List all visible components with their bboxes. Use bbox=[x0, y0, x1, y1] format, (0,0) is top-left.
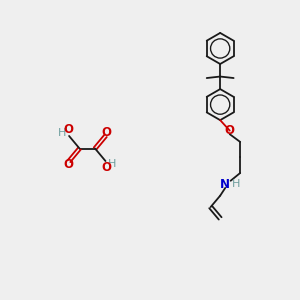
Text: O: O bbox=[101, 160, 111, 173]
Text: H: H bbox=[108, 159, 116, 169]
Text: N: N bbox=[220, 178, 230, 191]
Text: O: O bbox=[64, 158, 74, 171]
Text: O: O bbox=[64, 124, 74, 136]
Text: O: O bbox=[225, 124, 235, 137]
Text: O: O bbox=[101, 126, 111, 139]
Text: H: H bbox=[58, 128, 67, 138]
Text: H: H bbox=[232, 179, 240, 189]
